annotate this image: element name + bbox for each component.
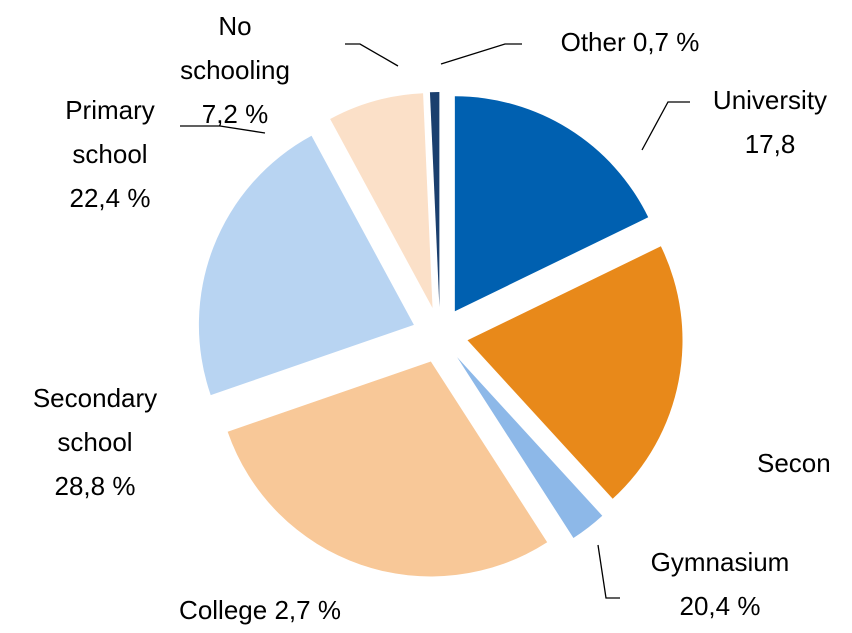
pie-slice (457, 357, 603, 538)
category-label: Secondary school (32, 383, 158, 457)
pie-slice (454, 96, 649, 312)
value-label: 20,4 % (679, 591, 761, 621)
category-label: No schooling (180, 11, 290, 85)
leader-line (440, 43, 522, 65)
leader-line (641, 101, 690, 151)
slice-label: No schooling 7,2 % (160, 4, 310, 136)
slice-label: University 17,8 (690, 78, 850, 166)
pie-slice (330, 93, 433, 309)
category-label: Primary school (65, 95, 155, 169)
pie-slice (198, 135, 414, 396)
slice-label: Other 0,7 % (520, 20, 740, 64)
leader-line (597, 544, 620, 599)
category-label: College (179, 595, 268, 625)
leader-line (345, 43, 399, 67)
pie-slice (429, 92, 440, 308)
slice-label: Secondary school 28,8 % (0, 376, 190, 508)
slice-label: Primary school 22,4 % (30, 88, 190, 220)
value-label: 0,7 % (632, 27, 700, 57)
slice-label: Gymnasium 20,4 % (600, 540, 840, 628)
category-label: Gymnasium (650, 547, 790, 577)
pie-slice (467, 246, 683, 499)
annotation: Secon (757, 448, 831, 478)
value-label: 22,4 % (69, 183, 151, 213)
value-label: 2,7 % (274, 595, 341, 625)
value-label: 7,2 % (201, 99, 269, 129)
pie-slice (227, 361, 548, 577)
category-label: University (712, 85, 828, 115)
value-label: 17,8 (744, 129, 796, 159)
leader-line (180, 125, 266, 134)
value-label: 28,8 % (54, 471, 136, 501)
slice-label: College 2,7 % (130, 588, 390, 632)
category-label: Other (560, 27, 626, 57)
